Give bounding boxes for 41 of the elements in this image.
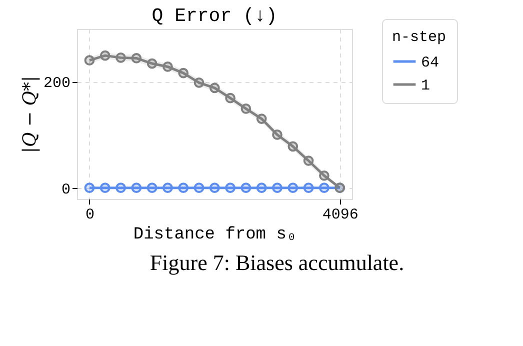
point [146, 58, 158, 69]
point [100, 182, 110, 194]
x-tick-label: 4096 [322, 206, 358, 224]
point [178, 68, 189, 78]
point [256, 182, 267, 194]
chart-title: Q Error (↓) [152, 5, 278, 27]
point [84, 182, 95, 194]
point [131, 53, 142, 64]
point [272, 182, 282, 194]
point [319, 170, 330, 181]
point [209, 182, 220, 194]
point [116, 52, 126, 63]
point [100, 50, 110, 61]
point [162, 62, 173, 72]
point [240, 182, 252, 194]
point [178, 182, 189, 194]
caption: Figure 7: Biases accumulate. [150, 250, 404, 275]
point [303, 156, 314, 166]
point [240, 104, 252, 114]
point [319, 182, 330, 194]
legend-title: n-step [392, 29, 446, 46]
y-axis-title: |Q − Q*| [19, 76, 40, 154]
point [84, 55, 95, 66]
legend-label: 64 [421, 54, 440, 72]
point [131, 182, 142, 194]
legend-label: 1 [421, 78, 430, 94]
point [225, 182, 236, 194]
point [225, 92, 236, 104]
point [256, 114, 267, 124]
point [209, 82, 220, 94]
point [146, 182, 158, 194]
point [288, 182, 298, 194]
point [162, 182, 173, 194]
x-axis-title: Distance from s₀ [133, 226, 297, 244]
point [194, 182, 204, 194]
y-tick-label: 200 [43, 75, 70, 92]
point [116, 182, 126, 194]
point [194, 77, 204, 88]
point [288, 141, 298, 152]
point [272, 130, 282, 140]
point [303, 182, 314, 194]
